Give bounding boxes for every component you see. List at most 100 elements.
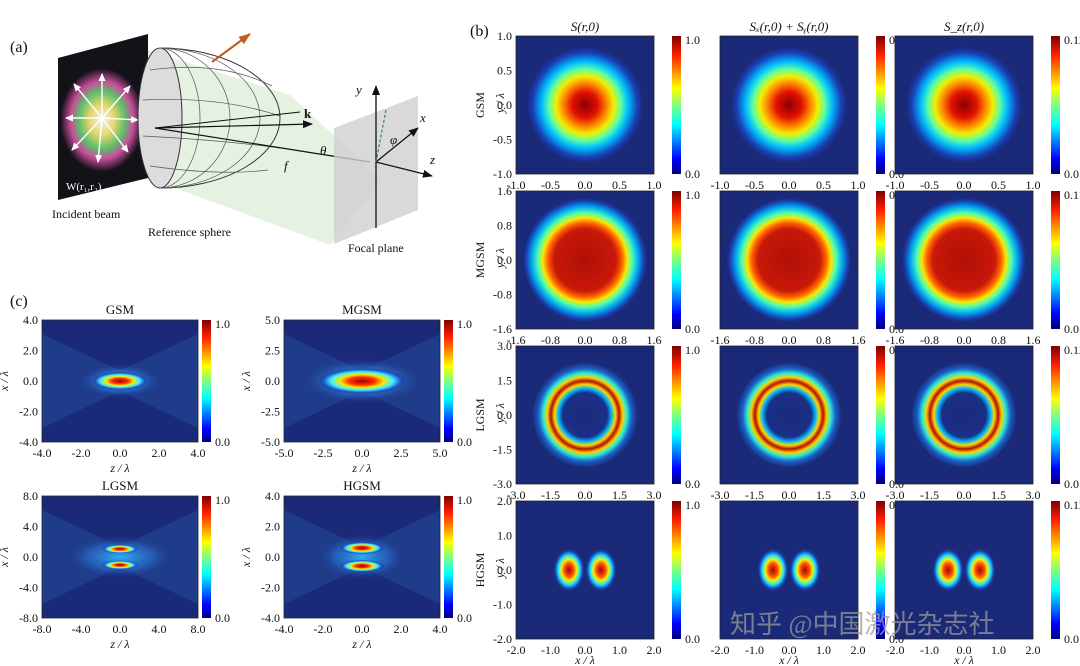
colorbar-max-label: 0.12: [1064, 343, 1080, 357]
y-tick-label: -8.0: [19, 611, 38, 625]
colorbar-max-label: 0.12: [1064, 33, 1080, 47]
y-axis-label: y / λ: [493, 403, 507, 424]
colorbar: [672, 36, 681, 174]
intensity-spot: [523, 198, 647, 322]
x-tick-label: -1.6: [507, 333, 526, 347]
y-axis-label: x / λ: [239, 371, 253, 392]
focus-halo: [316, 533, 408, 581]
colorbar-min-label: 0.0: [457, 435, 472, 449]
x-tick-label: -1.5: [541, 488, 560, 502]
colorbar: [876, 36, 885, 174]
x-tick-label: 4.0: [191, 446, 206, 460]
x-tick-label: 2.5: [394, 446, 409, 460]
axis-z-label: z: [429, 152, 435, 167]
y-tick-label: 2.5: [265, 344, 280, 358]
colorbar: [876, 501, 885, 639]
colorbar: [444, 496, 453, 618]
phi-label: φ: [390, 132, 397, 147]
row-label: HGSM: [473, 552, 487, 587]
colorbar-min-label: 0.0: [685, 322, 700, 336]
colorbar: [202, 320, 211, 442]
x-tick-label: 2.0: [647, 643, 662, 657]
y-tick-label: -2.0: [19, 405, 38, 419]
x-tick-label: 1.6: [851, 333, 866, 347]
y-tick-label: -4.0: [19, 581, 38, 595]
x-tick-label: 8.0: [191, 622, 206, 636]
x-tick-label: -1.6: [886, 333, 905, 347]
focus-spot: [318, 368, 406, 394]
marginal-ray: [154, 111, 301, 129]
azimuth-line: [375, 109, 387, 163]
x-tick-label: -3.0: [886, 488, 905, 502]
y-tick-label: 2.0: [23, 344, 38, 358]
focus-spot: [92, 372, 148, 390]
x-tick-label: 0.8: [612, 333, 627, 347]
colorbar-min-label: 0.0: [1064, 632, 1079, 646]
x-tick-label: 1.0: [851, 178, 866, 192]
x-tick-label: 0.0: [113, 622, 128, 636]
plot-frame: [515, 500, 655, 640]
colorbar-min-label: 0.0: [685, 632, 700, 646]
x-tick-label: 0.0: [782, 488, 797, 502]
x-tick-label: -0.8: [541, 333, 560, 347]
x-tick-label: 0.0: [578, 178, 593, 192]
x-tick-label: -3.0: [711, 488, 730, 502]
colorbar-min-label: 0.0: [457, 611, 472, 625]
x-tick-label: 1.5: [991, 488, 1006, 502]
x-tick-label: 0.0: [782, 178, 797, 192]
x-tick-label: -1.0: [711, 178, 730, 192]
x-tick-label: -0.8: [745, 333, 764, 347]
intensity-spot: [727, 198, 851, 322]
colorbar: [1051, 36, 1060, 174]
row-label: LGSM: [473, 398, 487, 432]
plot-frame: [41, 495, 199, 619]
y-tick-label: -1.5: [493, 443, 512, 457]
y-tick-label: -5.0: [261, 435, 280, 449]
x-tick-label: 0.0: [578, 333, 593, 347]
z-axis-arrow: [375, 161, 433, 178]
x-tick-label: 1.0: [991, 643, 1006, 657]
plot-frame: [719, 500, 859, 640]
intensity-spot: [902, 198, 1026, 322]
x-tick-label: 3.0: [851, 488, 866, 502]
x-tick-label: 0.0: [113, 446, 128, 460]
panel-label-c: (c): [10, 293, 28, 310]
x-tick-label: 0.0: [578, 643, 593, 657]
y-tick-label: 0.0: [497, 253, 512, 267]
colorbar: [672, 346, 681, 484]
x-tick-label: -2.0: [314, 622, 333, 636]
y-tick-label: -4.0: [19, 435, 38, 449]
colorbar-max-label: 1.0: [685, 33, 700, 47]
plot-frame: [515, 190, 655, 330]
colorbar-min-label: 0.0: [1064, 477, 1079, 491]
column-title: S_z(r,0): [944, 19, 984, 34]
x-tick-label: -0.5: [920, 178, 939, 192]
y-tick-label: 4.0: [23, 313, 38, 327]
x-tick-label: 1.0: [612, 643, 627, 657]
colorbar: [672, 191, 681, 329]
colorbar-max-label: 0.12: [1064, 498, 1080, 512]
intensity-lobe: [585, 548, 617, 592]
y-tick-label: 4.0: [23, 520, 38, 534]
y-tick-label: 2.0: [497, 494, 512, 508]
x-tick-label: 0.8: [816, 333, 831, 347]
plot-frame: [283, 319, 441, 443]
x-tick-label: 1.0: [1026, 178, 1041, 192]
theta-label: θ: [320, 143, 327, 158]
x-axis-label: z / λ: [109, 461, 129, 475]
x-tick-label: 2.0: [851, 643, 866, 657]
y-tick-label: 0.5: [497, 64, 512, 78]
colorbar: [202, 496, 211, 618]
row-label: MGSM: [473, 241, 487, 278]
schematic-panel: (a) W(r₁,r₂) Incident beam: [10, 33, 435, 255]
y-axis-label: y / λ: [493, 558, 507, 579]
x-tick-label: -1.6: [711, 333, 730, 347]
x-axis-arrow: [375, 127, 419, 163]
axis-x-label: x: [419, 110, 426, 125]
x-tick-label: 0.0: [578, 488, 593, 502]
y-tick-label: -1.0: [493, 167, 512, 181]
x-tick-label: -2.0: [507, 643, 526, 657]
y-axis-label: x / λ: [239, 547, 253, 568]
x-tick-label: 3.0: [647, 488, 662, 502]
